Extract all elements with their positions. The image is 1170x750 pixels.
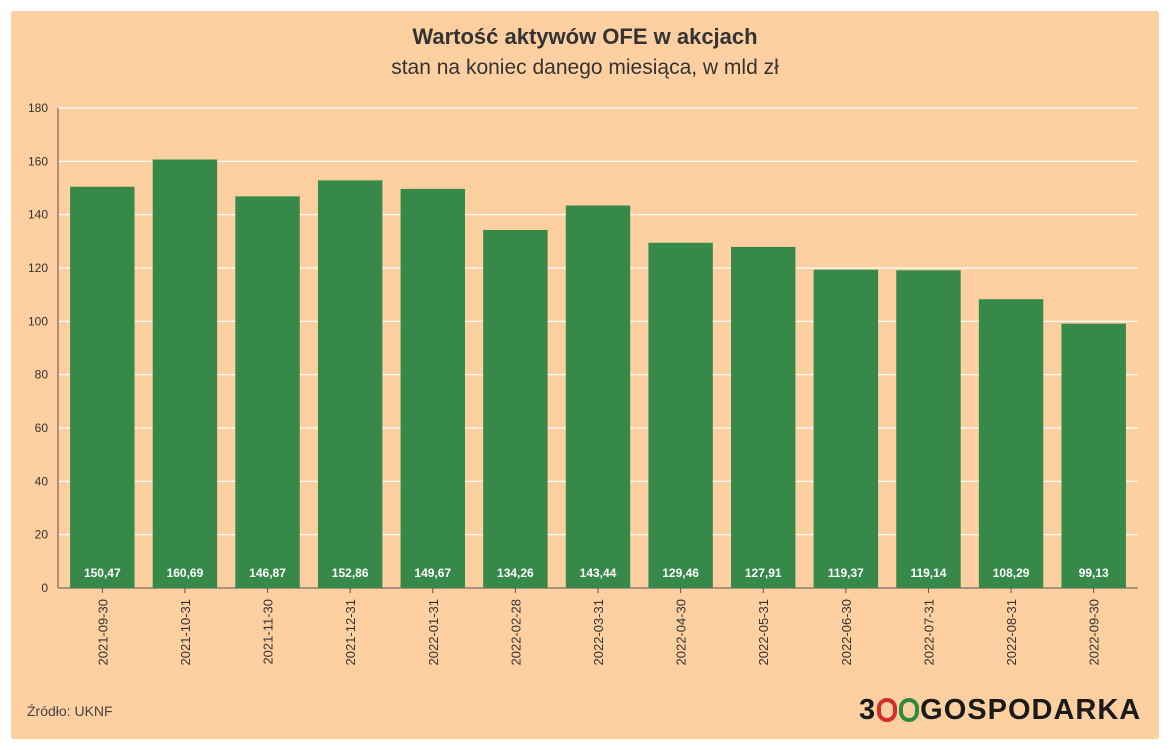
y-tick-label: 60: [35, 421, 49, 435]
x-tick-label: 2022-03-31: [591, 599, 606, 666]
bar-value-label: 152,86: [332, 566, 369, 580]
source-note: Źródło: UKNF: [27, 703, 113, 719]
bar-value-label: 160,69: [167, 566, 204, 580]
chart-title: Wartość aktywów OFE w akcjach: [412, 24, 758, 49]
bar: [400, 188, 465, 588]
x-tick-label: 2022-07-31: [921, 599, 936, 666]
bar: [896, 270, 961, 588]
y-tick-label: 100: [28, 314, 48, 328]
logo-red-ring-icon: [877, 698, 898, 722]
x-tick-label: 2022-08-31: [1004, 599, 1019, 666]
logo-green-ring-icon: [899, 698, 920, 722]
x-tick-label: 2022-06-30: [839, 599, 854, 666]
bar: [565, 205, 631, 588]
logo-text: GOSPODARKA: [920, 694, 1142, 726]
bar-value-label: 99,13: [1079, 566, 1109, 580]
bar: [1061, 323, 1126, 588]
chart-subtitle: stan na koniec danego miesiąca, w mld zł: [391, 56, 779, 79]
bar-value-label: 149,67: [414, 566, 451, 580]
bar: [152, 159, 218, 588]
x-tick-label: 2021-10-31: [178, 599, 193, 666]
y-tick-label: 120: [28, 261, 48, 275]
bar: [70, 186, 135, 588]
logo-prefix: 3: [859, 694, 877, 726]
bar: [483, 229, 548, 588]
bar: [813, 269, 879, 588]
y-tick-label: 40: [35, 474, 49, 488]
bar: [731, 246, 796, 588]
y-tick-label: 0: [41, 581, 48, 595]
x-tick-label: 2021-09-30: [95, 599, 110, 666]
y-tick-label: 20: [35, 528, 49, 542]
y-tick-label: 80: [35, 368, 49, 382]
x-tick-label: 2021-12-31: [343, 599, 358, 666]
bar-value-label: 129,46: [662, 566, 699, 580]
x-tick-label: 2022-01-31: [426, 599, 441, 666]
bar: [235, 196, 300, 588]
bar-value-label: 143,44: [580, 566, 617, 580]
bar-value-label: 150,47: [84, 566, 121, 580]
bar: [978, 299, 1044, 588]
x-tick-label: 2022-02-28: [508, 599, 523, 666]
bar-value-label: 127,91: [745, 566, 782, 580]
x-tick-label: 2022-09-30: [1087, 599, 1102, 666]
y-tick-label: 180: [28, 101, 48, 115]
bar: [317, 180, 383, 588]
bar: [648, 242, 713, 589]
publisher-logo: 3 GOSPODARKA: [859, 693, 1141, 727]
bar-value-label: 108,29: [993, 566, 1030, 580]
bar-value-label: 119,37: [828, 566, 864, 580]
bar-value-label: 119,14: [910, 566, 946, 580]
x-tick-label: 2022-04-30: [674, 599, 689, 666]
y-tick-label: 160: [28, 154, 48, 168]
x-tick-label: 2022-05-31: [756, 599, 771, 666]
bar-value-label: 134,26: [497, 566, 534, 580]
bar-value-label: 146,87: [249, 566, 286, 580]
y-tick-label: 140: [28, 208, 48, 222]
x-tick-label: 2021-11-30: [261, 599, 276, 665]
